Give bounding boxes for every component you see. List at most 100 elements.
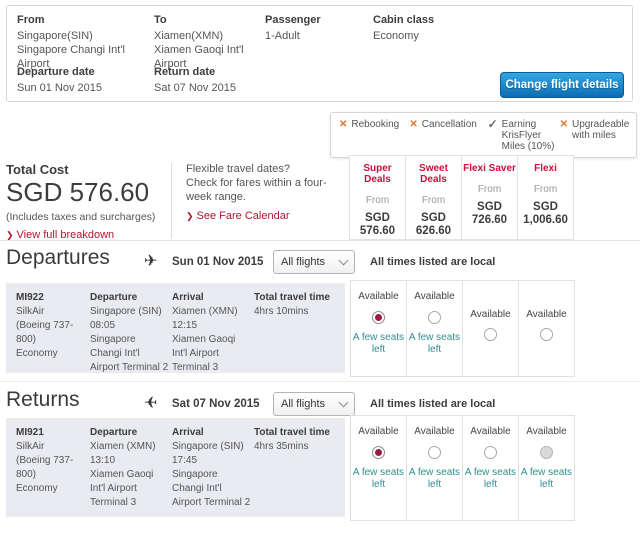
filter-value: All flights [281, 398, 326, 410]
departure-availability-row: Available A few seats left Available A f… [350, 280, 575, 377]
availability-cell-flexi[interactable]: Available A few seats left [518, 415, 575, 521]
from-field: From Singapore(SIN) Singapore Changi Int… [17, 14, 129, 71]
arrival-time: 17:45 [172, 455, 198, 466]
fare-price: 726.60 [471, 214, 508, 226]
seats-left-note: A few seats left [464, 467, 517, 490]
see-fare-calendar-link[interactable]: ❯ See Fare Calendar [186, 209, 338, 223]
cabin-class-field: Cabin class Economy [373, 14, 473, 43]
change-flight-details-button[interactable]: Change flight details [500, 72, 624, 98]
from-label: From [17, 14, 45, 26]
fare-radio[interactable] [484, 446, 497, 459]
fare-radio-selected[interactable] [372, 446, 385, 459]
duration-info: Total travel time 4hrs 10mins [254, 291, 342, 319]
availability-cell-flexi[interactable]: Available [518, 280, 575, 377]
returns-flight-filter-select[interactable]: All flights [273, 392, 355, 416]
arrival-time: 12:15 [172, 320, 198, 331]
section-divider [0, 240, 640, 241]
departure-header: Departure [90, 292, 138, 303]
cabin: Economy [16, 483, 58, 494]
departures-flight-filter-select[interactable]: All flights [273, 250, 355, 274]
fare-name: Flexi Saver [463, 163, 516, 174]
availability-cell-flexi-saver[interactable]: Available A few seats left [462, 415, 519, 521]
cabin-class-label: Cabin class [373, 14, 435, 26]
departure-info: Departure Singapore (SIN) 08:05 Singapor… [90, 291, 170, 375]
seats-left-note: A few seats left [352, 467, 405, 490]
return-availability-row: Available A few seats left Available A f… [350, 415, 575, 521]
arrival-info: Arrival Singapore (SIN) 17:45 Singapore … [172, 426, 252, 510]
arrival-info: Arrival Xiamen (XMN) 12:15 Xiamen Gaoqi … [172, 291, 252, 375]
from-airport: Singapore Changi Int'l Airport [17, 44, 125, 70]
returns-title: Returns [6, 388, 80, 411]
returns-times-note: All times listed are local [370, 398, 496, 410]
seats-left-note: A few seats left [408, 467, 461, 490]
x-icon: ✕ [409, 119, 418, 130]
availability-status: Available [414, 291, 455, 302]
fare-radio[interactable] [540, 327, 553, 341]
chevron-right-icon: ❯ [186, 211, 194, 221]
condition-krisflyer-miles: ✓ Earning KrisFlyer Miles (10%) [487, 117, 560, 152]
fare-radio[interactable] [428, 446, 441, 459]
flexible-line2: Check for fares within a four-week range… [186, 177, 327, 203]
cabin-class-value: Economy [373, 30, 419, 42]
fare-conditions-tooltip: ✕ Rebooking ✕ Cancellation ✓ Earning Kri… [330, 112, 637, 166]
return-date-value: Sat 07 Nov 2015 [154, 82, 236, 94]
availability-cell-flexi-saver[interactable]: Available [462, 280, 519, 377]
duration-header: Total travel time [254, 427, 330, 438]
check-icon: ✓ [487, 117, 498, 131]
view-full-breakdown-link[interactable]: ❯ View full breakdown [6, 229, 114, 241]
availability-cell-super-deals[interactable]: Available A few seats left [350, 280, 407, 377]
departure-date-label: Departure date [17, 66, 95, 78]
filter-value: All flights [281, 256, 326, 268]
fare-radio-selected[interactable] [372, 311, 385, 324]
condition-label: Earning KrisFlyer Miles (10%) [501, 119, 555, 152]
fare-radio-disabled[interactable] [540, 446, 553, 459]
from-city: Singapore(SIN) [17, 30, 93, 42]
departures-title: Departures [6, 246, 110, 269]
duration-value: 4hrs 10mins [254, 306, 309, 317]
carrier: SilkAir [16, 441, 45, 452]
to-airport: Xiamen Gaoqi Int'l Airport [154, 44, 244, 70]
departure-time: 08:05 [90, 320, 116, 331]
fare-col-flexi: Flexi From SGD 1,006.60 [517, 155, 574, 240]
availability-cell-sweet-deals[interactable]: Available A few seats left [406, 415, 463, 521]
passenger-label: Passenger [265, 14, 321, 26]
chevron-right-icon: ❯ [6, 230, 14, 240]
fare-col-super-deals: Super Deals From SGD 576.60 [349, 155, 406, 240]
duration-value: 4hrs 35mins [254, 441, 309, 452]
flight-number: MI922 [16, 292, 44, 303]
departure-header: Departure [90, 427, 138, 438]
availability-status: Available [526, 308, 567, 320]
total-cost-amount: SGD 576.60 [6, 177, 150, 207]
booking-summary-box: From Singapore(SIN) Singapore Changi Int… [6, 5, 633, 102]
fare-price: 576.60 [359, 225, 396, 237]
availability-cell-sweet-deals[interactable]: Available A few seats left [406, 280, 463, 377]
fare-radio[interactable] [484, 327, 497, 341]
flight-info: MI921 SilkAir (Boeing 737-800) Economy [16, 426, 88, 496]
condition-label: Upgradeable with miles [572, 119, 630, 141]
return-date-field: Return date Sat 07 Nov 2015 [154, 66, 274, 95]
fare-currency: SGD [533, 201, 558, 213]
departure-flight-row: MI922 SilkAir (Boeing 737-800) Economy D… [6, 283, 345, 373]
duration-info: Total travel time 4hrs 35mins [254, 426, 342, 454]
departure-city: Xiamen (XMN) [90, 441, 156, 452]
departure-date-field: Departure date Sun 01 Nov 2015 [17, 66, 137, 95]
availability-status: Available [470, 426, 511, 437]
total-cost-label: Total Cost [6, 162, 69, 177]
arrival-header: Arrival [172, 292, 204, 303]
arrival-airport: Singapore Changi Int'l Airport Terminal … [172, 469, 251, 508]
total-cost-note: (Includes taxes and surcharges) [6, 211, 156, 223]
availability-cell-super-deals[interactable]: Available A few seats left [350, 415, 407, 521]
departure-city: Singapore (SIN) [90, 306, 162, 317]
fare-radio[interactable] [428, 311, 441, 324]
departure-airport: Singapore Changi Int'l Airport Terminal … [90, 334, 169, 373]
link-label: See Fare Calendar [196, 210, 290, 222]
cabin: Economy [16, 348, 58, 359]
fare-from-label: From [533, 184, 558, 195]
condition-cancellation: ✕ Cancellation [409, 119, 487, 152]
returns-date: Sat 07 Nov 2015 [172, 398, 260, 410]
duration-header: Total travel time [254, 292, 330, 303]
arrival-header: Arrival [172, 427, 204, 438]
fare-from-label: From [365, 195, 390, 206]
seats-left-note: A few seats left [352, 332, 405, 355]
departure-date-value: Sun 01 Nov 2015 [17, 82, 103, 94]
